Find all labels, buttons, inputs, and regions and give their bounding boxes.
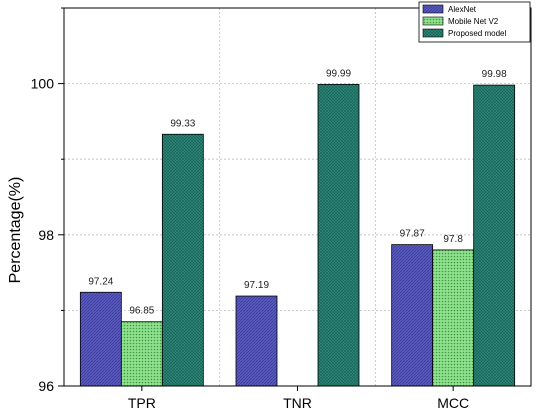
- data-labels: 97.24 96.85 99.33 97.19 99.99 97.87 97.8 99.98: [88, 68, 507, 316]
- axis-ticks: TPR TNR MCC 96 98 100: [31, 7, 469, 411]
- legend-swatch: [422, 4, 444, 14]
- data-label: 97.24: [88, 276, 113, 287]
- legend-label: Mobile Net V2: [448, 17, 499, 26]
- legend-swatch: [422, 28, 444, 38]
- bar-tnr-alexnet: [235, 295, 278, 387]
- bar-tpr-proposed-model: [161, 133, 204, 387]
- bar-mcc-proposed-model: [473, 84, 516, 387]
- data-label: 99.98: [482, 69, 507, 80]
- bar-mcc-mobile-net-v2: [432, 249, 475, 387]
- legend-label: AlexNet: [448, 5, 477, 14]
- x-tick-label: MCC: [437, 395, 469, 411]
- y-axis-title: Percentage(%): [7, 177, 24, 284]
- bar-tnr-proposed-model: [317, 83, 360, 387]
- data-label: 97.8: [443, 234, 463, 245]
- data-label: 99.99: [326, 68, 351, 79]
- x-tick-label: TPR: [128, 395, 156, 411]
- bar-tpr-mobile-net-v2: [120, 321, 163, 387]
- y-tick-label: 100: [31, 76, 55, 92]
- y-tick-label: 96: [38, 378, 54, 394]
- data-label: 96.85: [129, 306, 154, 317]
- data-label: 97.19: [244, 280, 269, 291]
- data-label: 97.87: [400, 229, 425, 240]
- legend: AlexNet Mobile Net V2 Proposed model: [418, 1, 531, 43]
- legend-label: Proposed model: [448, 29, 506, 38]
- legend-swatch: [422, 16, 444, 26]
- data-label: 99.33: [170, 118, 195, 129]
- y-tick-label: 98: [38, 227, 54, 243]
- x-tick-label: TNR: [283, 395, 312, 411]
- bar-tpr-alexnet: [79, 291, 122, 387]
- bar-mcc-alexnet: [391, 244, 434, 387]
